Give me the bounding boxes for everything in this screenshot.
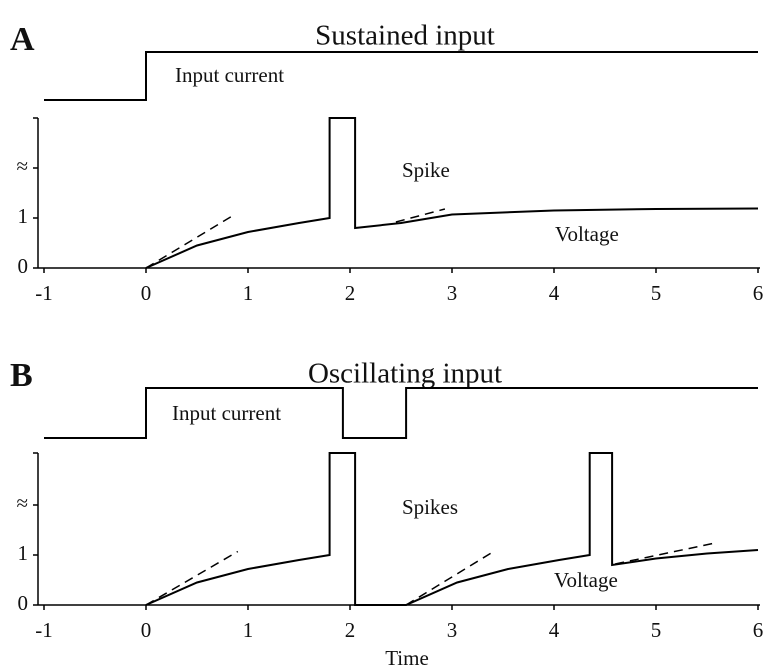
panel-label: A [10,21,35,58]
x-tick-label: 5 [651,618,662,642]
x-tick-label: 4 [549,281,560,305]
x-tick-label: 1 [243,618,254,642]
series-label: Voltage [554,568,618,592]
x-tick-label: 0 [141,618,152,642]
chart-title: Sustained input [315,20,495,52]
series-label: Input current [175,63,284,87]
annotation: Spikes [402,495,458,519]
x-tick-label: 3 [447,281,458,305]
y-tick-label: 1 [18,204,29,228]
x-tick-label: 2 [345,281,356,305]
annotation: Spike [402,158,450,182]
series-label: Input current [172,401,281,425]
series-line [145,117,759,269]
x-tick-label: 6 [753,618,764,642]
tangent-line [615,542,716,565]
y-tick-label: 1 [18,541,29,565]
series-line [44,387,758,439]
series-line [44,51,758,101]
y-tick-label: ≈ [16,154,28,178]
tangent-line [145,550,239,606]
series-line [145,452,759,606]
x-tick-label: 5 [651,281,662,305]
x-tick-label: -1 [35,281,53,305]
x-axis-label: Time [385,646,429,670]
panel-label: B [10,357,33,394]
tangent-line [145,213,236,269]
x-tick-label: 0 [141,281,152,305]
series-label: Voltage [555,222,619,246]
x-tick-label: 1 [243,281,254,305]
tangent-line [395,208,446,223]
y-tick-label: 0 [18,591,29,615]
x-tick-label: 4 [549,618,560,642]
x-tick-label: 2 [345,618,356,642]
x-tick-label: 3 [447,618,458,642]
tangent-line [405,551,494,606]
x-tick-label: -1 [35,618,53,642]
chart-title: Oscillating input [308,358,502,390]
x-tick-label: 6 [753,281,764,305]
y-tick-label: ≈ [16,491,28,515]
y-tick-label: 0 [18,254,29,278]
